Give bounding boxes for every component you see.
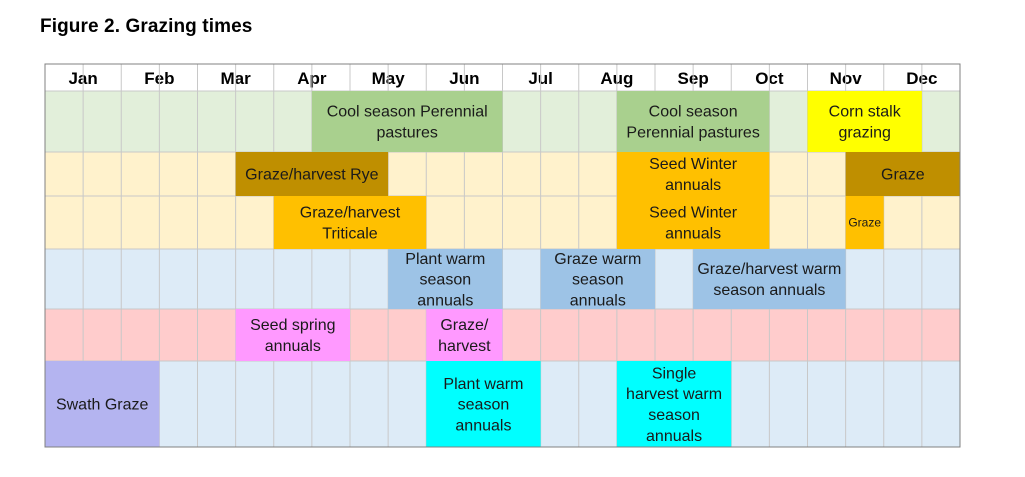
schedule-bar [693, 249, 846, 309]
schedule-bar [616, 152, 770, 196]
bar-label: Graze/harvest Triticale [300, 205, 401, 243]
schedule-bar [426, 361, 541, 447]
schedule-bar [616, 91, 770, 152]
schedule-bar [235, 309, 350, 361]
schedule-bar [845, 152, 960, 196]
chart-border [44, 63, 961, 448]
schedule-bar [807, 91, 922, 152]
schedule-bar [45, 361, 160, 447]
bar-label: Graze [881, 167, 925, 184]
bar-label: Corn stalk grazing [829, 104, 902, 142]
schedule-bar [311, 91, 503, 152]
schedule-bar [616, 361, 732, 447]
schedule-bar [616, 196, 770, 249]
bar-label: Seed Winter annuals [649, 156, 738, 194]
schedule-bar [388, 249, 503, 309]
schedule-bar [426, 309, 503, 361]
schedule-bar [845, 196, 884, 249]
bar-label: Graze/harvest Rye [245, 167, 378, 184]
bar-label: Graze/harvest [438, 317, 491, 355]
bar-label: Cool season Perennial pastures [626, 104, 759, 142]
bar-label: Graze [848, 216, 881, 230]
schedule-bar [235, 152, 389, 196]
bar-label: Seed spring annuals [250, 317, 335, 355]
bar-label: Graze warm season annuals [554, 251, 641, 310]
figure-title: Figure 2. Grazing times [40, 16, 253, 37]
bar-label: Seed Winter annuals [649, 205, 738, 243]
schedule-bar [273, 196, 427, 249]
bar-label: Plant warm season annuals [443, 376, 523, 435]
bar-label: Single harvest warm season annuals [626, 365, 722, 444]
bar-label: Swath Graze [56, 397, 149, 414]
bar-label: Graze/harvest warm season annuals [697, 261, 841, 299]
bar-label: Cool season Perennial pastures [327, 104, 488, 142]
schedule-bar [540, 249, 655, 309]
bar-label: Plant warm season annuals [405, 251, 485, 310]
